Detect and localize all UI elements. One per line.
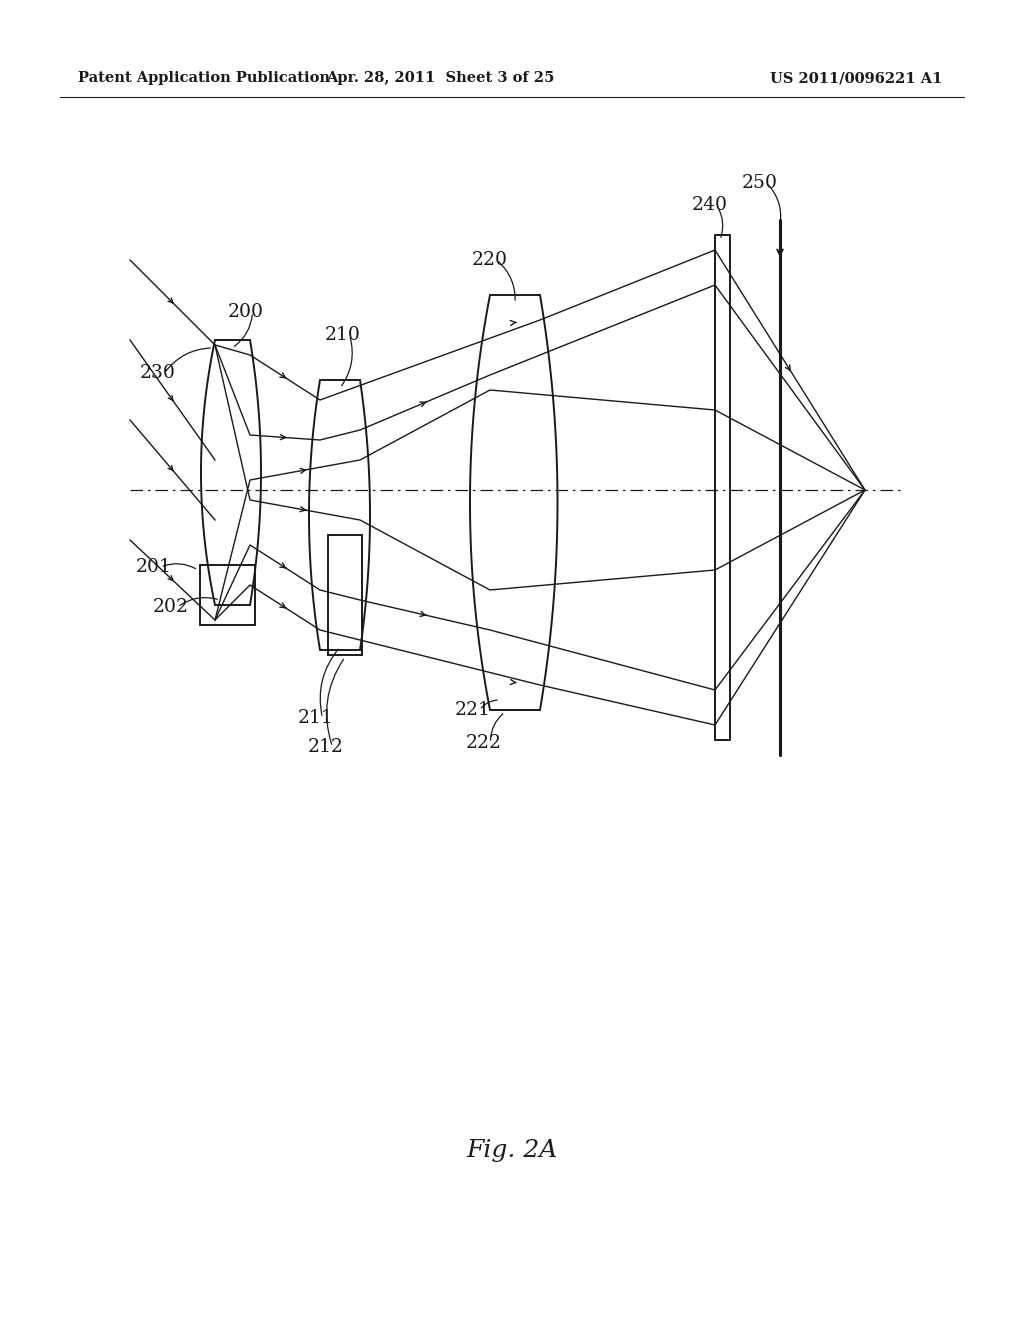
Text: 210: 210 <box>325 326 360 345</box>
Text: 230: 230 <box>140 364 176 381</box>
Text: 240: 240 <box>692 195 728 214</box>
Text: 212: 212 <box>308 738 344 756</box>
Text: 201: 201 <box>136 558 172 576</box>
Text: US 2011/0096221 A1: US 2011/0096221 A1 <box>770 71 942 84</box>
Text: 222: 222 <box>466 734 502 752</box>
Text: 202: 202 <box>153 598 189 616</box>
Text: Patent Application Publication: Patent Application Publication <box>78 71 330 84</box>
Text: 221: 221 <box>455 701 490 719</box>
Text: 200: 200 <box>228 304 264 321</box>
Text: 250: 250 <box>742 174 778 191</box>
Text: Fig. 2A: Fig. 2A <box>466 1138 558 1162</box>
Text: Apr. 28, 2011  Sheet 3 of 25: Apr. 28, 2011 Sheet 3 of 25 <box>326 71 555 84</box>
Text: 220: 220 <box>472 251 508 269</box>
Text: 211: 211 <box>298 709 334 727</box>
